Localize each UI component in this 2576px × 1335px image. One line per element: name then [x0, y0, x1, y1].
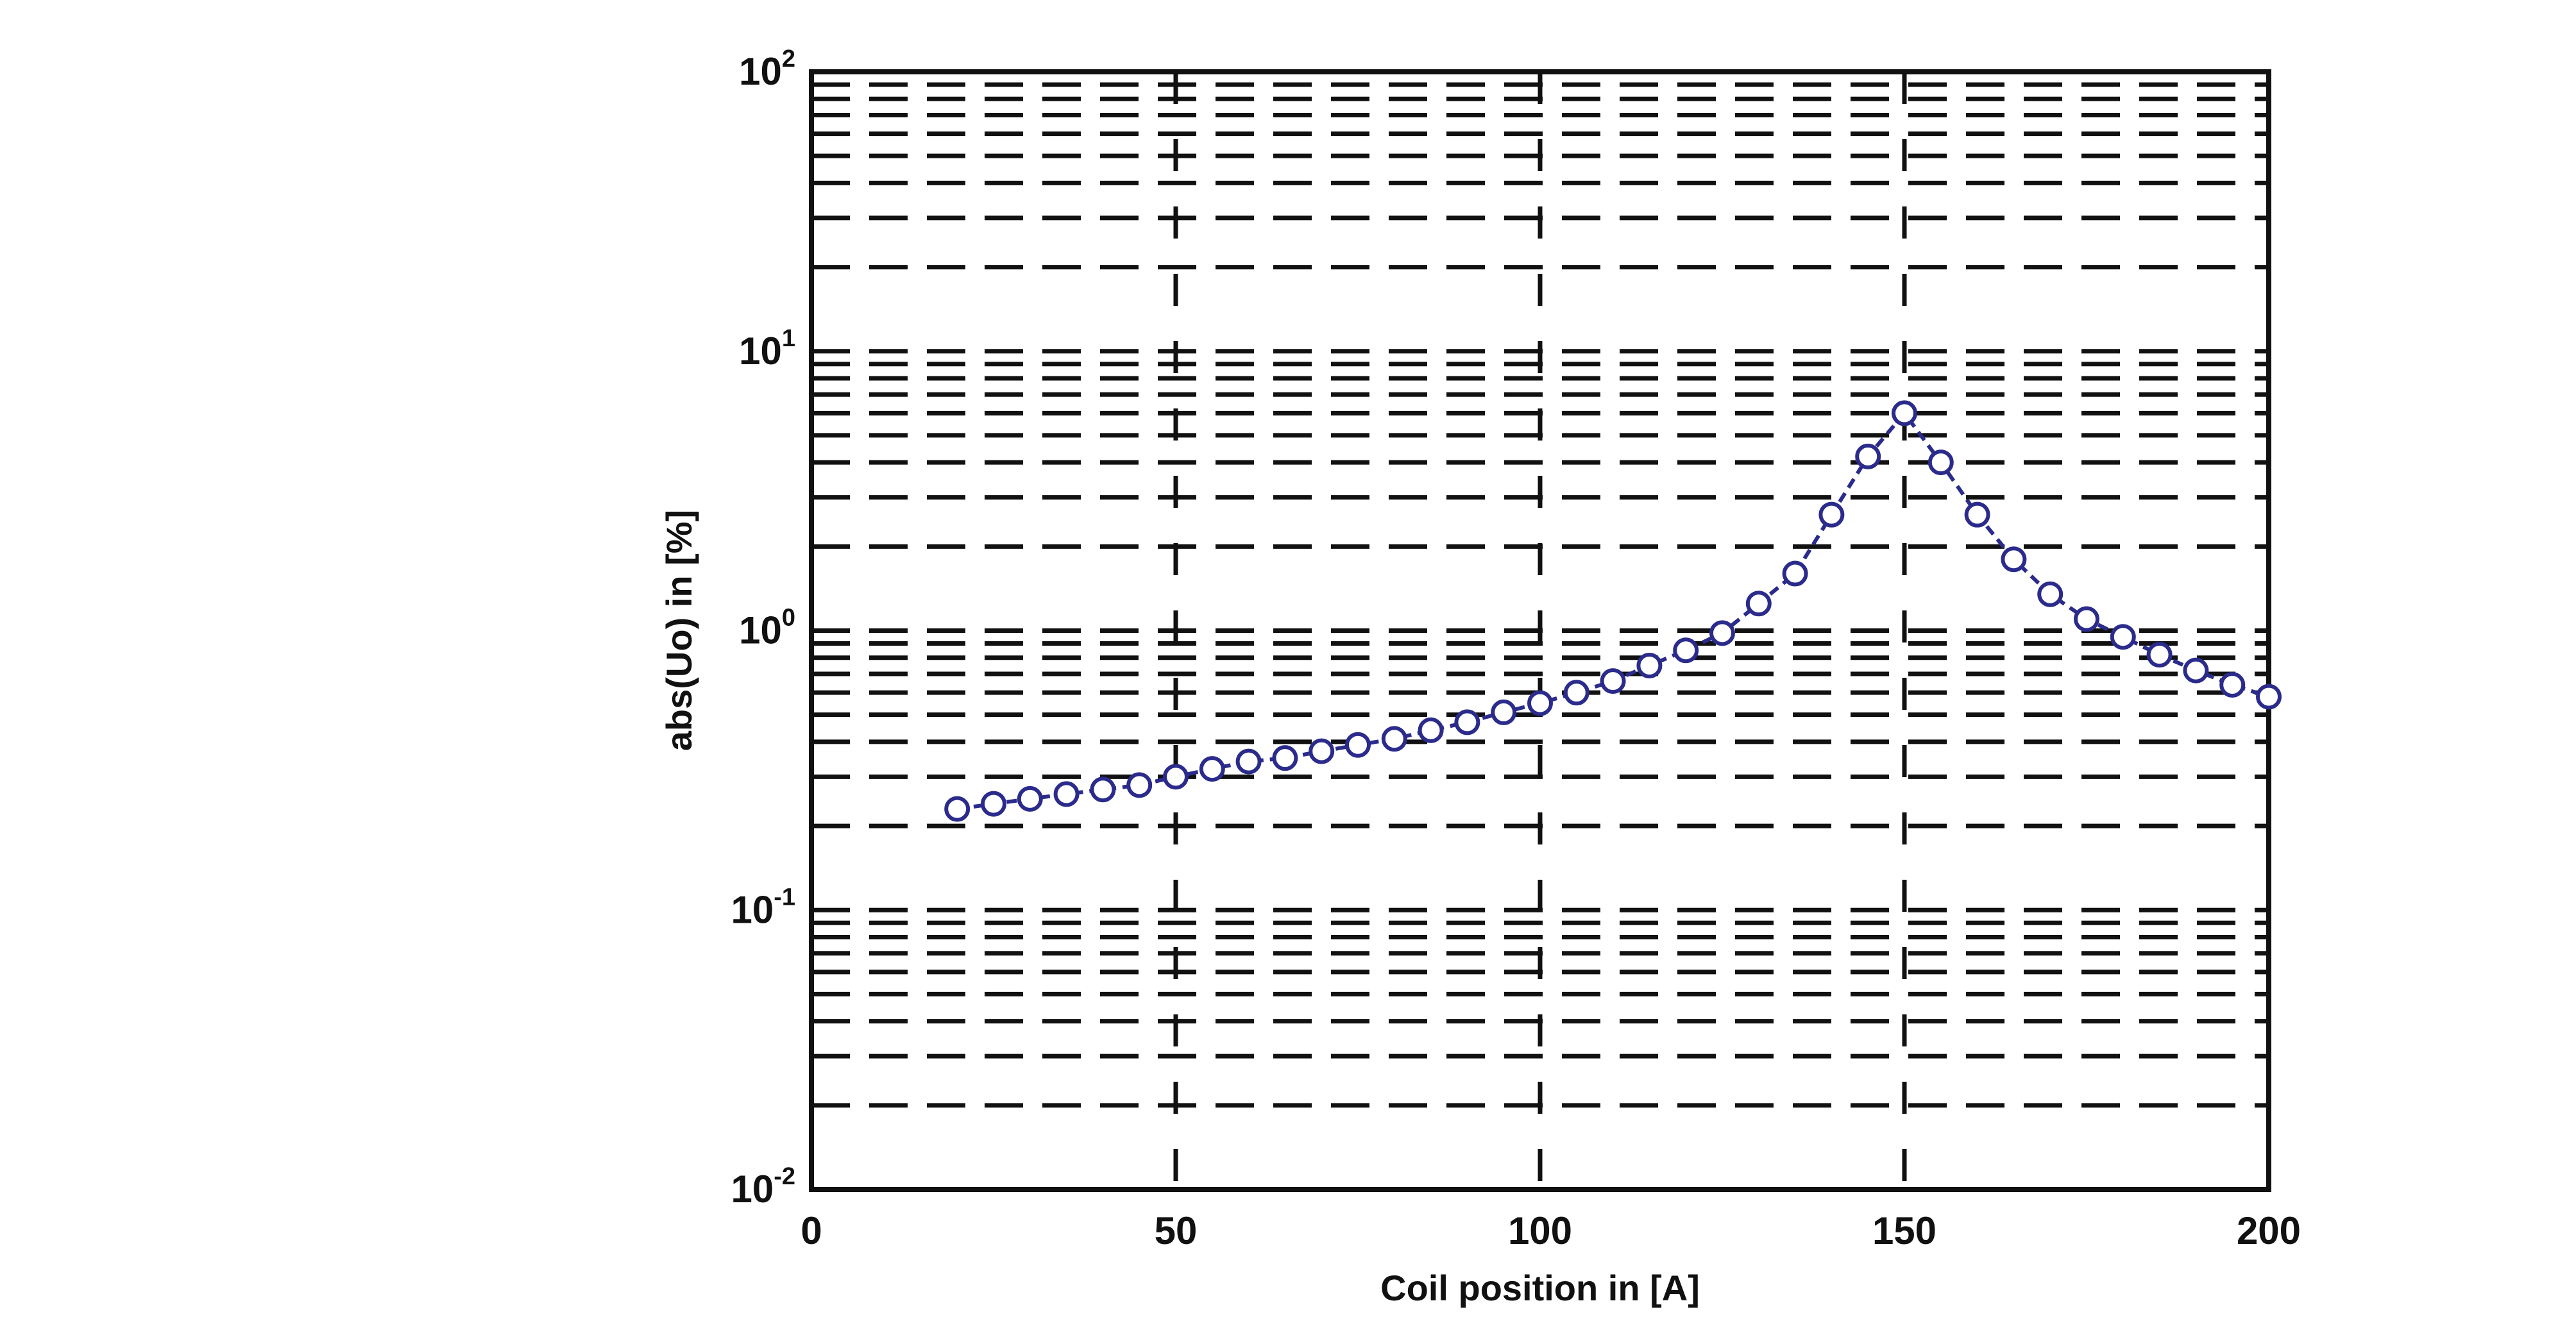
- data-point: [1126, 772, 1153, 798]
- data-point: [1090, 777, 1116, 803]
- x-tick-labels: 0 50 100 150 200: [801, 1209, 2301, 1252]
- series-layer: [944, 400, 2282, 822]
- data-point: [1928, 449, 1954, 476]
- y-tick-label: 10-2: [731, 1163, 795, 1211]
- data-point: [1053, 781, 1080, 807]
- data-point: [1199, 756, 1225, 782]
- data-point: [1272, 745, 1298, 771]
- data-point: [2110, 624, 2136, 650]
- data-point: [1163, 764, 1189, 790]
- data-point: [1600, 668, 1626, 694]
- data-point: [1964, 501, 1990, 528]
- data-point: [2037, 581, 2063, 607]
- data-point: [2183, 657, 2209, 684]
- data-point: [1017, 785, 1043, 812]
- data-point: [1454, 709, 1480, 735]
- data-point: [1782, 560, 1808, 587]
- data-point: [981, 791, 1006, 817]
- data-point: [1818, 501, 1845, 528]
- data-point: [1345, 732, 1371, 758]
- data-point: [1527, 690, 1553, 716]
- x-tick-label: 150: [1872, 1209, 1936, 1252]
- y-tick-label: 102: [739, 46, 795, 93]
- data-point: [1381, 726, 1407, 752]
- data-point: [2256, 684, 2282, 710]
- x-axis-label: Coil position in [A]: [1380, 1268, 1700, 1308]
- data-point: [1491, 699, 1517, 725]
- data-point: [1709, 620, 1735, 646]
- data-point: [1892, 400, 1917, 426]
- data-point: [2146, 642, 2173, 668]
- x-tick-label: 200: [2237, 1209, 2301, 1252]
- data-point: [1745, 591, 1772, 617]
- x-tick-label: 50: [1155, 1209, 1198, 1252]
- y-axis-label: abs(Uo) in [%]: [659, 510, 699, 751]
- x-tick-label: 0: [801, 1209, 822, 1252]
- plot-frame: [809, 69, 2271, 1192]
- y-tick-label: 100: [739, 605, 795, 652]
- data-point: [2001, 546, 2027, 573]
- grid: [811, 72, 2269, 1189]
- data-point: [2074, 606, 2099, 632]
- data-point: [1309, 738, 1335, 764]
- data-point: [944, 796, 970, 822]
- y-tick-label: 101: [739, 325, 795, 373]
- series-line: [956, 410, 2269, 811]
- data-point: [1563, 680, 1589, 706]
- data-point: [1235, 748, 1262, 775]
- y-tick-label: 10-1: [731, 884, 795, 931]
- data-point: [1673, 637, 1699, 664]
- data-point: [2219, 671, 2246, 698]
- data-point: [1636, 652, 1663, 678]
- y-tick-labels: 10-2 10-1 100 101 102: [731, 46, 795, 1211]
- data-point: [1418, 717, 1444, 743]
- x-tick-label: 100: [1508, 1209, 1572, 1252]
- data-point: [1855, 443, 1881, 469]
